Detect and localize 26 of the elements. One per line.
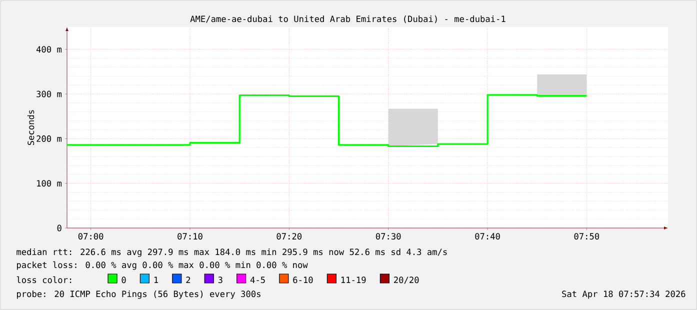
legend-label: 1 — [154, 276, 158, 283]
y-tick-label: 400 m — [36, 46, 62, 53]
text: probe: 20 ICMP Echo Pings (56 Bytes) every 300s — [17, 290, 260, 299]
x-tick-label: 07:30 — [376, 233, 401, 240]
legend-label: 0 — [122, 276, 126, 284]
legend-label: 4-5 — [250, 276, 265, 284]
y-tick-label: 300 m — [36, 90, 62, 98]
legend-label: 2 — [186, 276, 190, 283]
x-tick-label: 07:00 — [78, 233, 104, 240]
y-tick-label: 0 — [57, 224, 62, 232]
y-tick-label: 100 m — [37, 180, 62, 187]
y-axis-title: Seconds — [27, 110, 34, 146]
y-tick-label: 200 m — [36, 135, 62, 142]
legend-label: 6-10 — [293, 276, 313, 284]
legend-label: 3 — [218, 276, 222, 284]
text: packet loss: 0.00 % avg 0.00 % max 0.00 % min 0.00 % now — [17, 261, 308, 270]
legend-title: loss color: — [16, 276, 72, 284]
legend-label: 20/20 — [394, 276, 419, 284]
text: Sat Apr 18 07:57:34 2026 — [562, 290, 686, 299]
x-tick-label: 07:50 — [574, 233, 600, 240]
text: median rtt: 226.6 ms avg 297.9 ms max 184.0 ms min 295.9 ms now 52.6 ms sd 4.3 am/s — [16, 248, 447, 257]
x-tick-label: 07:10 — [178, 233, 202, 240]
legend-label: 11-19 — [341, 276, 366, 284]
x-tick-label: 07:40 — [475, 233, 500, 240]
chart-title: AME/ame-ae-dubai to United Arab Emirates (Dubai) - me-dubai-1 — [190, 15, 506, 24]
x-tick-label: 07:20 — [276, 233, 302, 240]
